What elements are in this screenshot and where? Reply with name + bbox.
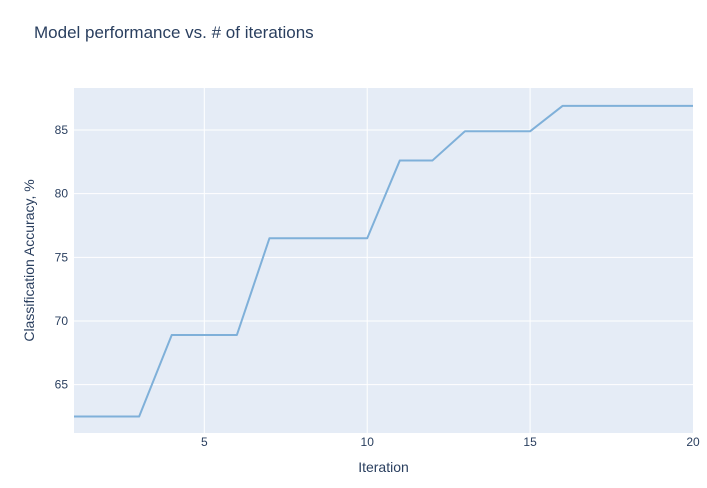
series-line (74, 104, 693, 418)
x-tick-labels: 5 10 15 20 (201, 435, 700, 449)
y-axis-title: Classification Accuracy, % (21, 179, 37, 341)
y-tick-label: 75 (55, 250, 69, 264)
x-axis-title: Iteration (358, 459, 409, 475)
x-tick-label: 20 (686, 435, 700, 449)
plot-area (74, 88, 693, 433)
y-tick-label: 80 (55, 187, 69, 201)
grid-lines (74, 88, 693, 433)
y-tick-label: 65 (55, 378, 69, 392)
y-tick-label: 85 (55, 123, 69, 137)
y-tick-labels: 65 70 75 80 85 (55, 123, 69, 392)
x-tick-label: 15 (523, 435, 537, 449)
x-tick-label: 5 (201, 435, 208, 449)
y-tick-label: 70 (55, 314, 69, 328)
series-group (74, 104, 693, 418)
chart-title: Model performance vs. # of iterations (34, 23, 314, 42)
x-tick-label: 10 (361, 435, 375, 449)
